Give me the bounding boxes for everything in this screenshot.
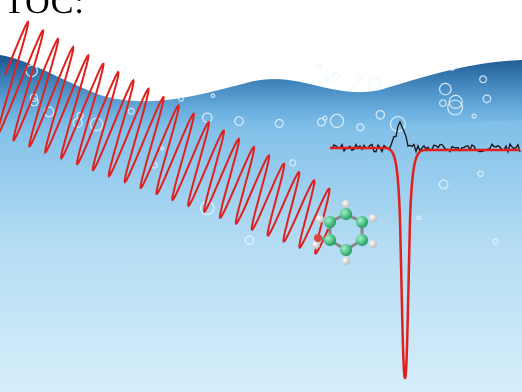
bubble — [89, 117, 104, 132]
bubble — [199, 200, 215, 216]
air — [0, 20, 522, 102]
bubble — [160, 146, 165, 151]
bubble — [479, 75, 488, 84]
bubble — [368, 77, 382, 90]
bubble — [448, 94, 463, 110]
bubble — [113, 94, 119, 100]
bubble — [178, 96, 184, 102]
bubble — [356, 123, 365, 132]
bubble — [375, 110, 386, 120]
bubble — [438, 82, 452, 96]
bubble — [389, 115, 406, 132]
bubble — [492, 238, 499, 245]
bubble — [416, 215, 422, 221]
bubble — [234, 116, 244, 126]
molecule — [312, 200, 377, 265]
bubble — [72, 117, 83, 129]
bubble — [317, 117, 326, 127]
bubble — [447, 99, 464, 116]
bubble — [471, 113, 477, 119]
spectrum-fit — [330, 146, 520, 380]
bubble — [127, 107, 135, 115]
bubble — [329, 113, 345, 129]
bubble — [482, 94, 492, 104]
surface — [0, 55, 522, 132]
bubble — [356, 76, 363, 83]
bubble — [316, 63, 323, 69]
bubble — [331, 72, 340, 81]
bubble — [210, 93, 216, 99]
bubble — [289, 159, 297, 167]
light-wave — [0, 20, 331, 255]
bubble — [448, 63, 456, 71]
bubble — [274, 118, 284, 129]
bubble — [439, 99, 447, 107]
bubble — [115, 63, 127, 76]
toc-label: TOC: — [4, 0, 85, 21]
bubble — [244, 235, 255, 246]
bubble — [324, 76, 330, 82]
bubble — [477, 170, 484, 177]
bubble — [438, 179, 449, 190]
bubble — [95, 61, 107, 73]
